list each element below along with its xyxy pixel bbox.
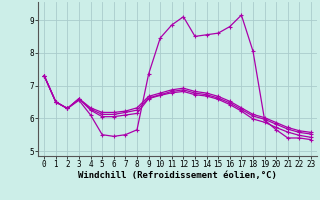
- X-axis label: Windchill (Refroidissement éolien,°C): Windchill (Refroidissement éolien,°C): [78, 171, 277, 180]
